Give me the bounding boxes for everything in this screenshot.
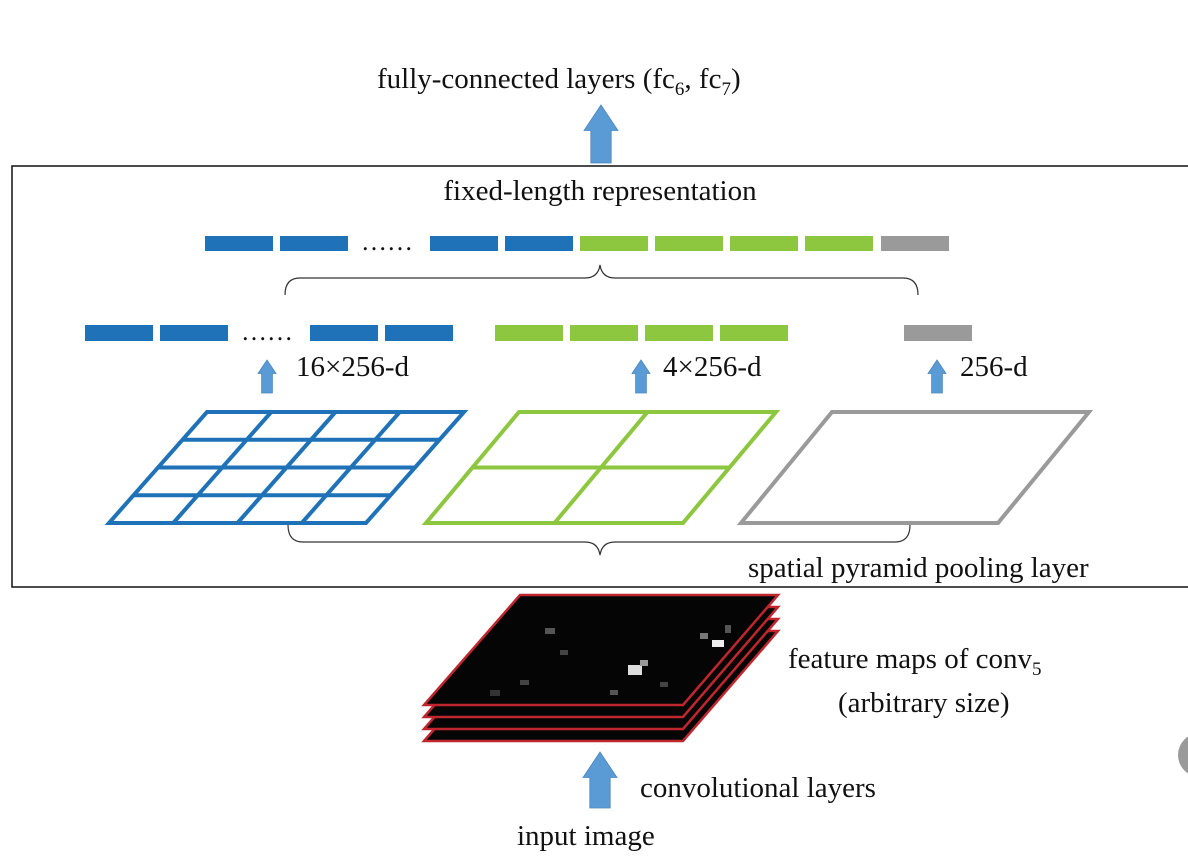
blue-dim-label: 16×256-d: [296, 351, 410, 383]
activation-spot: [628, 665, 642, 675]
green-feature-bar: [730, 236, 798, 251]
blue-feature-bar: [205, 236, 273, 251]
blue-feature-bar: [385, 325, 453, 341]
activation-spot: [490, 690, 500, 696]
blue-feature-bar: [505, 236, 573, 251]
green-pooling-grid: [421, 410, 781, 525]
up-arrow-icon: [583, 104, 619, 164]
green-feature-bar: [570, 325, 638, 341]
activation-spot: [640, 660, 648, 666]
gray-pooling-grid: [736, 410, 1094, 525]
up-arrow-icon: [631, 359, 651, 394]
blue-feature-bar: [85, 325, 153, 341]
green-dim-label: 4×256-d: [663, 351, 762, 383]
fixed-length-label: fixed-length representation: [443, 175, 757, 207]
ellipsis-top: ……: [361, 227, 413, 256]
up-arrow-icon: [582, 751, 618, 809]
spp-layer-label: spatial pyramid pooling layer: [748, 552, 1089, 584]
grid-outline: [421, 410, 781, 525]
green-feature-bar: [655, 236, 723, 251]
blue-feature-bar: [430, 236, 498, 251]
feature-maps-label: feature maps of conv5: [788, 643, 1041, 680]
blue-pooling-grid: [104, 410, 469, 525]
activation-spot: [610, 690, 618, 695]
up-arrow-icon: [257, 359, 277, 394]
activation-spot: [545, 628, 555, 634]
activation-spot: [725, 625, 731, 633]
grid-line: [300, 410, 402, 525]
activation-spot: [560, 650, 568, 655]
gray-feature-bar: [881, 236, 949, 251]
top-brace: [284, 264, 919, 296]
up-arrow-icon: [927, 359, 947, 394]
gray-dim-label: 256-d: [960, 351, 1028, 383]
feature-map-layer: [421, 593, 781, 707]
activation-spot: [712, 640, 724, 647]
blue-feature-bar: [310, 325, 378, 341]
green-feature-bar: [645, 325, 713, 341]
green-feature-bar: [720, 325, 788, 341]
activation-spot: [660, 682, 668, 687]
green-feature-bar: [805, 236, 873, 251]
blue-feature-bar: [160, 325, 228, 341]
grid-line: [552, 410, 650, 525]
green-feature-bar: [495, 325, 563, 341]
blue-feature-bar: [280, 236, 348, 251]
activation-spot: [520, 680, 529, 685]
input-image-label: input image: [517, 820, 655, 852]
green-feature-bar: [580, 236, 648, 251]
grid-line: [236, 410, 337, 525]
ellipsis-blue: ……: [241, 317, 293, 346]
conv-layers-label: convolutional layers: [640, 772, 876, 804]
grid-outline: [736, 410, 1094, 525]
bottom-brace: [287, 524, 911, 556]
activation-spot: [700, 633, 708, 639]
scroll-indicator[interactable]: [1178, 733, 1188, 777]
gray-feature-bar: [904, 325, 972, 341]
spp-layer-box: [11, 165, 1188, 588]
arbitrary-size-label: (arbitrary size): [838, 687, 1009, 719]
fc-title: fully-connected layers (fc6, fc7): [377, 63, 741, 100]
grid-outline: [104, 410, 469, 525]
